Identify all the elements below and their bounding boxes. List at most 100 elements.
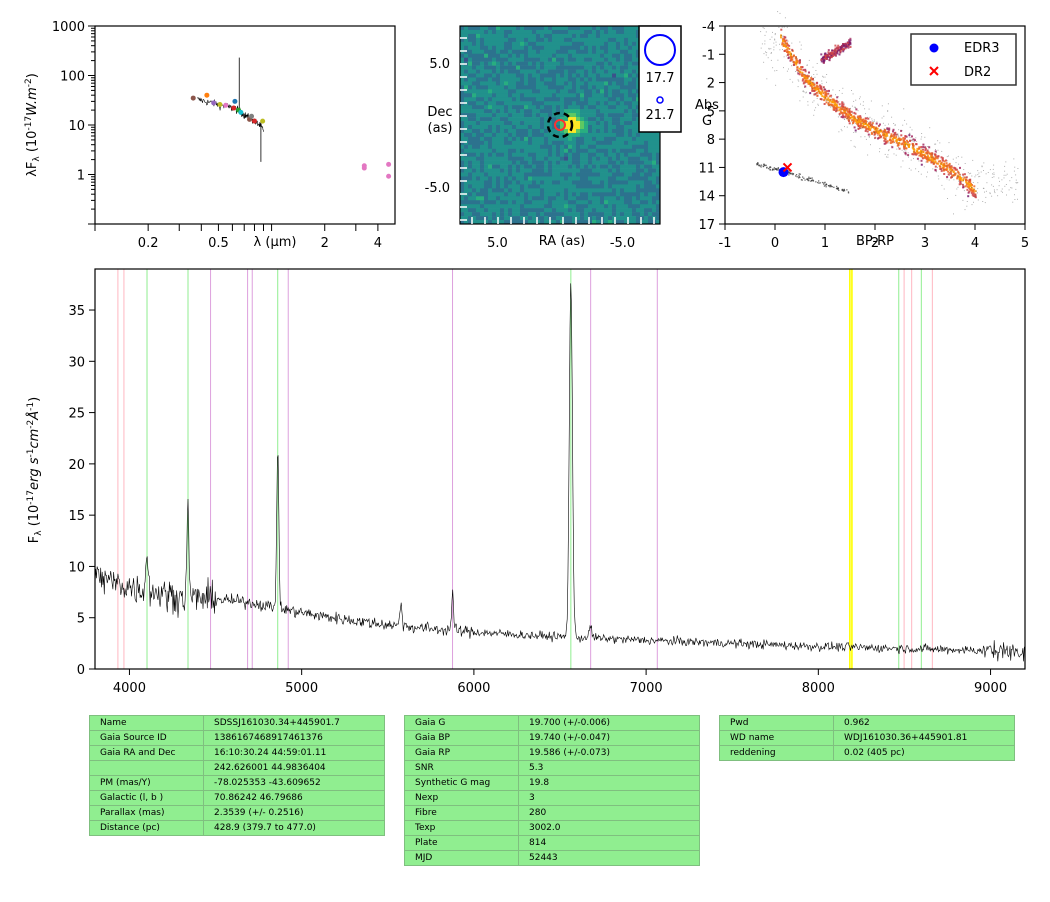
spectrum-ylabel: Fλ (10-17erg s-1cm-2Å-1) (26, 397, 44, 544)
image-pixel (620, 77, 625, 82)
image-pixel (520, 140, 525, 146)
image-pixel (528, 160, 533, 165)
image-pixel (472, 109, 477, 114)
hrd-faint-star (985, 196, 987, 198)
image-pixel (568, 101, 573, 106)
hrd-faint-star (837, 96, 839, 98)
hrd-wd-star (818, 182, 820, 184)
image-pixel (524, 208, 529, 213)
image-pixel (628, 200, 633, 205)
hrd-giant-star (842, 45, 845, 48)
image-pixel (476, 204, 481, 209)
hrd-star (963, 173, 966, 176)
image-pixel (544, 125, 549, 130)
image-pixel (636, 132, 641, 138)
image-pixel (540, 136, 545, 142)
hrd-star (906, 139, 908, 142)
image-pixels (460, 26, 661, 225)
hrd-faint-star (893, 123, 895, 124)
image-pixel (640, 216, 645, 221)
image-pixel (604, 33, 609, 39)
image-pixel (648, 148, 653, 154)
image-pixel (536, 109, 541, 114)
image-pixel (568, 105, 573, 110)
image-pixel (460, 109, 465, 114)
image-pixel (476, 77, 481, 82)
hrd-faint-star (908, 156, 909, 158)
image-pixel (516, 33, 521, 39)
image-pixel (468, 81, 473, 86)
hrd-faint-star (989, 169, 991, 171)
hrd-wd-star (760, 166, 762, 168)
image-pixel (484, 57, 489, 62)
image-pixel (636, 176, 641, 181)
image-pixel (556, 109, 561, 114)
image-pixel (532, 184, 537, 189)
hrd-faint-star (783, 56, 785, 58)
image-ylabel-2: (as) (428, 121, 453, 136)
image-pixel (628, 53, 633, 58)
image-pixel (600, 26, 605, 31)
image-pixel (532, 204, 537, 209)
hrd-faint-star (776, 70, 778, 71)
hrd-star (857, 124, 860, 127)
image-pixel (536, 140, 541, 146)
image-pixel (500, 216, 505, 221)
hrd-faint-star (769, 38, 771, 40)
hrd-star (966, 182, 969, 185)
hrd-faint-star (857, 110, 859, 112)
hrd-faint-star (854, 146, 856, 148)
image-pixel (508, 41, 513, 47)
image-pixel (604, 49, 609, 55)
image-pixel (624, 144, 629, 150)
image-pixel (540, 156, 545, 161)
hrd-star (790, 59, 793, 62)
image-pixel (568, 125, 573, 130)
image-pixel (548, 196, 553, 201)
hrd-star (857, 128, 860, 130)
hrd-star (937, 162, 940, 165)
hrd-faint-star (792, 81, 794, 83)
image-pixel (564, 136, 569, 142)
hrd-star (807, 79, 810, 82)
image-pixel (500, 81, 505, 86)
hrd-star (798, 59, 801, 62)
image-pixel (484, 168, 489, 173)
image-pixel (612, 105, 617, 110)
image-pixel (584, 109, 589, 114)
image-pixel (496, 73, 501, 78)
image-pixel (592, 101, 597, 106)
image-pixel (504, 65, 509, 70)
image-pixel (460, 180, 465, 185)
hrd-giant-star (836, 50, 839, 53)
image-pixel (624, 148, 629, 154)
image-pixel (544, 109, 549, 114)
image-pixel (516, 204, 521, 209)
image-pixel (500, 144, 505, 150)
image-pixel (632, 188, 637, 193)
image-pixel (536, 33, 541, 39)
image-pixel (460, 212, 465, 217)
image-pixel (512, 208, 517, 213)
hrd-ytick-label-3: 5 (707, 105, 715, 120)
image-pixel (512, 121, 517, 126)
hrd-star (946, 176, 949, 178)
hrd-faint-star (947, 198, 948, 199)
image-pixel (588, 41, 593, 47)
image-pixel (532, 176, 537, 181)
image-pixel (512, 113, 517, 118)
image-pixel (628, 73, 633, 78)
hrd-star (889, 136, 892, 139)
image-pixel (592, 97, 597, 102)
image-pixel (592, 144, 597, 150)
hrd-star (913, 149, 916, 152)
image-legend-circle-large (644, 34, 676, 66)
image-pixel (636, 53, 641, 58)
hrd-star (841, 101, 844, 104)
hrd-faint-star (846, 126, 848, 128)
image-pixel (460, 208, 465, 213)
image-pixel (540, 125, 545, 130)
image-pixel (464, 93, 469, 98)
hrd-faint-star (854, 123, 856, 124)
